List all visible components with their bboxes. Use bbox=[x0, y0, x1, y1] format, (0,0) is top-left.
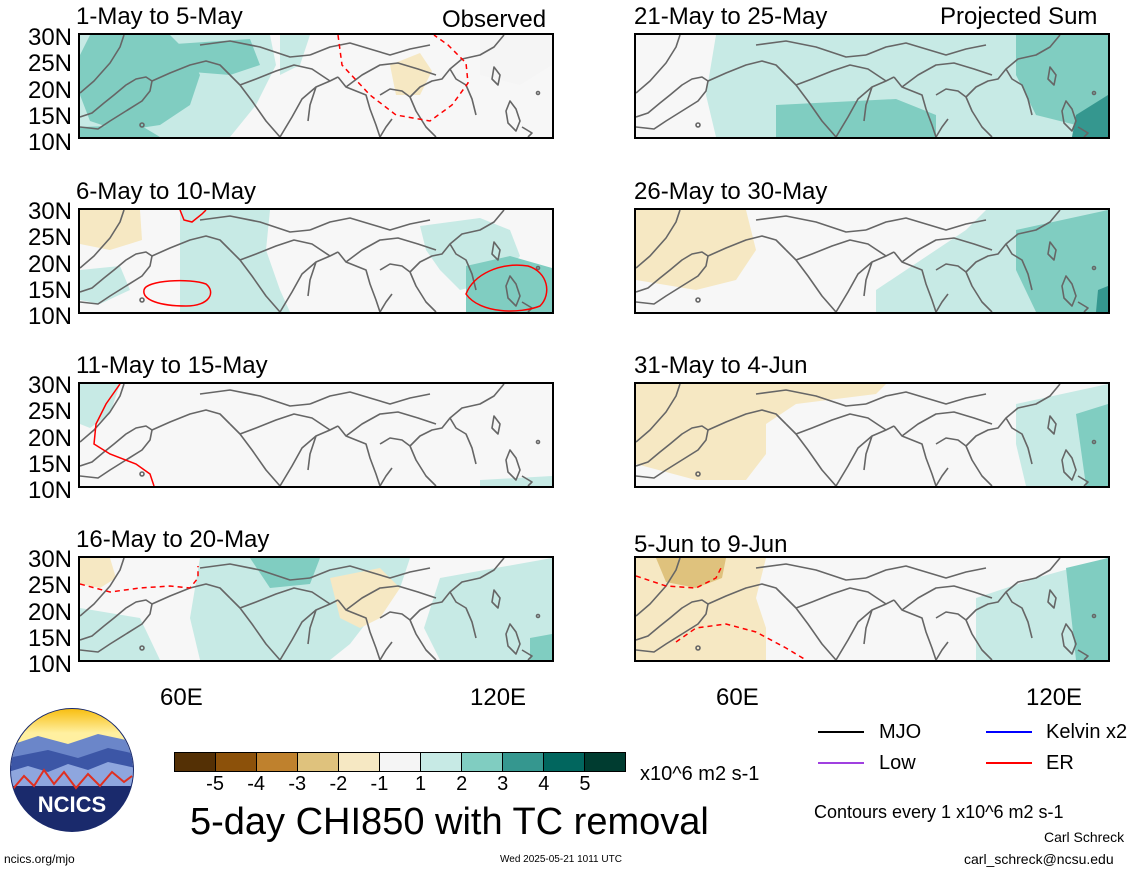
author-name: Carl Schreck bbox=[1044, 829, 1125, 845]
lat-label: 30N bbox=[27, 198, 72, 225]
colorbar-tick-label: 2 bbox=[456, 773, 468, 795]
lat-label: 10N bbox=[27, 477, 72, 504]
panel-title: 26-May to 30-May bbox=[634, 178, 828, 205]
lat-label: 30N bbox=[27, 546, 72, 573]
map-panel-21-may-25-may bbox=[634, 33, 1110, 139]
lat-label: 25N bbox=[27, 50, 72, 77]
lat-label: 25N bbox=[27, 572, 72, 599]
lat-label: 20N bbox=[27, 251, 72, 278]
lat-label: 20N bbox=[27, 77, 72, 104]
legend-label: MJO bbox=[879, 721, 922, 743]
timestamp: Wed 2025-05-21 1011 UTC bbox=[500, 854, 622, 865]
panel-title: 16-May to 20-May bbox=[76, 526, 270, 553]
colorbar-tick-label: -3 bbox=[288, 773, 307, 795]
logo-text: NCICS bbox=[38, 792, 106, 817]
colorbar-tick-label: 5 bbox=[579, 773, 591, 795]
lat-label: 20N bbox=[27, 425, 72, 452]
colorbar-swatch bbox=[175, 753, 216, 771]
colorbar-swatch bbox=[216, 753, 257, 771]
lon-label: 60E bbox=[716, 684, 759, 711]
lat-label: 15N bbox=[27, 451, 72, 478]
colorbar-swatch bbox=[339, 753, 380, 771]
author-email[interactable]: carl_schreck@ncsu.edu bbox=[964, 851, 1114, 867]
main-title: 5-day CHI850 with TC removal bbox=[190, 801, 709, 843]
contour-interval-note: Contours every 1 x10^6 m2 s-1 bbox=[814, 802, 1064, 822]
legend-line-kelvin bbox=[986, 731, 1032, 733]
map-panel-5-jun-9-jun bbox=[634, 556, 1110, 662]
lon-label: 120E bbox=[1026, 684, 1083, 711]
colorbar-tick-label: -1 bbox=[370, 773, 389, 795]
anomaly-map bbox=[80, 558, 552, 660]
map-panel-26-may-30-may bbox=[634, 208, 1110, 314]
map-panel-31-may-4-jun bbox=[634, 382, 1110, 488]
legend-label: Low bbox=[879, 752, 916, 774]
observed-label: Observed bbox=[442, 6, 547, 33]
lat-label: 15N bbox=[27, 103, 72, 130]
colorbar-swatch bbox=[257, 753, 298, 771]
legend-line-er bbox=[986, 762, 1032, 764]
map-panel-6-may-10-may bbox=[78, 208, 554, 314]
lat-label: 10N bbox=[27, 651, 72, 678]
lat-label: 30N bbox=[27, 372, 72, 399]
panel-title: 11-May to 15-May bbox=[76, 352, 268, 379]
anomaly-map bbox=[80, 35, 552, 137]
colorbar-tick-label: -2 bbox=[329, 773, 348, 795]
colorbar-units: x10^6 m2 s-1 bbox=[640, 763, 760, 785]
lat-label: 15N bbox=[27, 277, 72, 304]
lat-label: 25N bbox=[27, 398, 72, 425]
map-panel-1-may-5-may bbox=[78, 33, 554, 139]
panel-title: 1-May to 5-May bbox=[76, 3, 243, 30]
anomaly-map bbox=[636, 210, 1108, 312]
projected-sum-label: Projected Sum bbox=[940, 3, 1098, 30]
colorbar-swatch bbox=[380, 753, 421, 771]
anomaly-map bbox=[80, 210, 552, 312]
ncics-logo: NCICS bbox=[10, 708, 134, 832]
lon-label: 120E bbox=[470, 684, 527, 711]
panel-title: 5-Jun to 9-Jun bbox=[634, 531, 788, 558]
colorbar-tick-label: 3 bbox=[497, 773, 509, 795]
lat-label: 10N bbox=[27, 129, 72, 156]
anomaly-map bbox=[636, 558, 1108, 660]
map-panel-11-may-15-may bbox=[78, 382, 554, 488]
colorbar-tick-label: -5 bbox=[206, 773, 224, 795]
map-panel-16-may-20-may bbox=[78, 556, 554, 662]
lon-label: 60E bbox=[160, 684, 203, 711]
colorbar-swatch bbox=[462, 753, 503, 771]
colorbar-tick-label: 4 bbox=[538, 773, 550, 795]
lat-label: 25N bbox=[27, 224, 72, 251]
panel-title: 31-May to 4-Jun bbox=[634, 352, 808, 379]
legend-line-low bbox=[818, 762, 864, 764]
panel-title: 21-May to 25-May bbox=[634, 3, 828, 30]
colorbar-swatch bbox=[503, 753, 544, 771]
lat-label: 10N bbox=[27, 303, 72, 330]
colorbar-swatch bbox=[544, 753, 585, 771]
lat-label: 15N bbox=[27, 625, 72, 652]
legend-line-mjo bbox=[818, 731, 864, 733]
lat-label: 30N bbox=[27, 24, 72, 51]
anomaly-map bbox=[80, 384, 552, 486]
site-link[interactable]: ncics.org/mjo bbox=[4, 852, 75, 866]
colorbar-swatch bbox=[421, 753, 462, 771]
colorbar-tick-label: 1 bbox=[414, 773, 427, 795]
colorbar-swatch bbox=[585, 753, 625, 771]
colorbar-swatch bbox=[298, 753, 339, 771]
colorbar bbox=[174, 752, 626, 772]
legend-label: ER bbox=[1046, 752, 1074, 774]
anomaly-map bbox=[636, 384, 1108, 486]
legend-label: Kelvin x2 bbox=[1046, 721, 1128, 743]
panel-title: 6-May to 10-May bbox=[76, 178, 257, 205]
anomaly-map bbox=[636, 35, 1108, 137]
colorbar-tick-label: -4 bbox=[247, 773, 266, 795]
lat-label: 20N bbox=[27, 599, 72, 626]
